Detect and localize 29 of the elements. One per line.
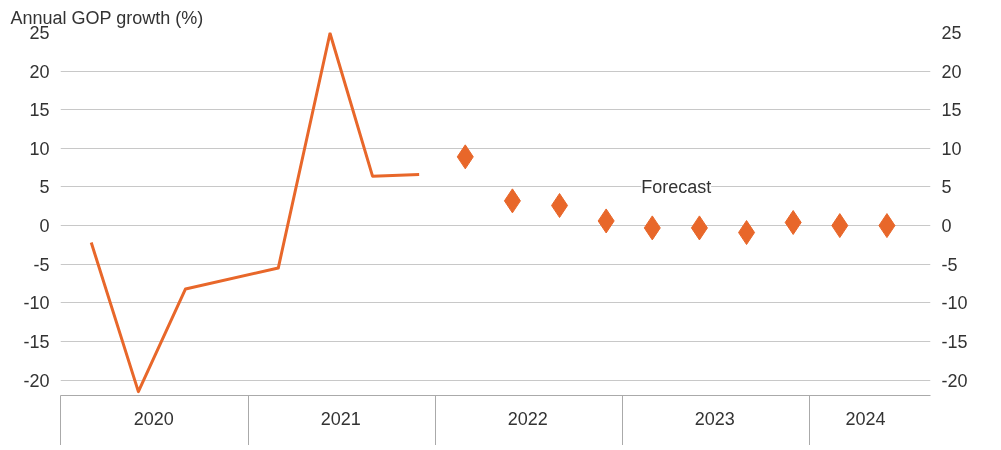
y-tick-label: -10 <box>23 293 50 314</box>
y2-tick-label: 15 <box>941 100 962 121</box>
y-tick-label: 25 <box>29 23 50 43</box>
y2-tick-label: 10 <box>941 138 962 159</box>
y-tick-label: 15 <box>29 100 50 121</box>
x-tick-label: 2020 <box>133 408 174 429</box>
y-tick-label: -15 <box>23 331 50 352</box>
x-tick-label: 2021 <box>320 408 361 429</box>
line-series <box>89 32 421 394</box>
series-label: Forecast <box>641 176 712 197</box>
point <box>784 210 802 235</box>
y-tick-label: 5 <box>39 177 50 198</box>
y2-tick-label: 25 <box>941 23 962 43</box>
y2-tick-label: -5 <box>941 254 958 275</box>
y2-tick-label: 0 <box>941 216 952 237</box>
y2-tick-label: 5 <box>941 177 952 198</box>
y2-tick-label: -15 <box>941 331 968 352</box>
y2-tick-label: -10 <box>941 293 968 314</box>
y-tick-label: 20 <box>29 61 50 82</box>
y-tick-label: 0 <box>39 216 50 237</box>
x-tick-label: 2023 <box>694 408 735 429</box>
point <box>551 193 569 218</box>
y2-tick-label: -20 <box>941 370 968 391</box>
y-tick-label: -5 <box>33 254 50 275</box>
x-tick-label: 2024 <box>845 408 886 429</box>
y-tick-label: 10 <box>29 138 50 159</box>
y-tick-label: -20 <box>23 370 50 391</box>
x-tick-label: 2022 <box>507 408 548 429</box>
y2-tick-label: 20 <box>941 61 962 82</box>
